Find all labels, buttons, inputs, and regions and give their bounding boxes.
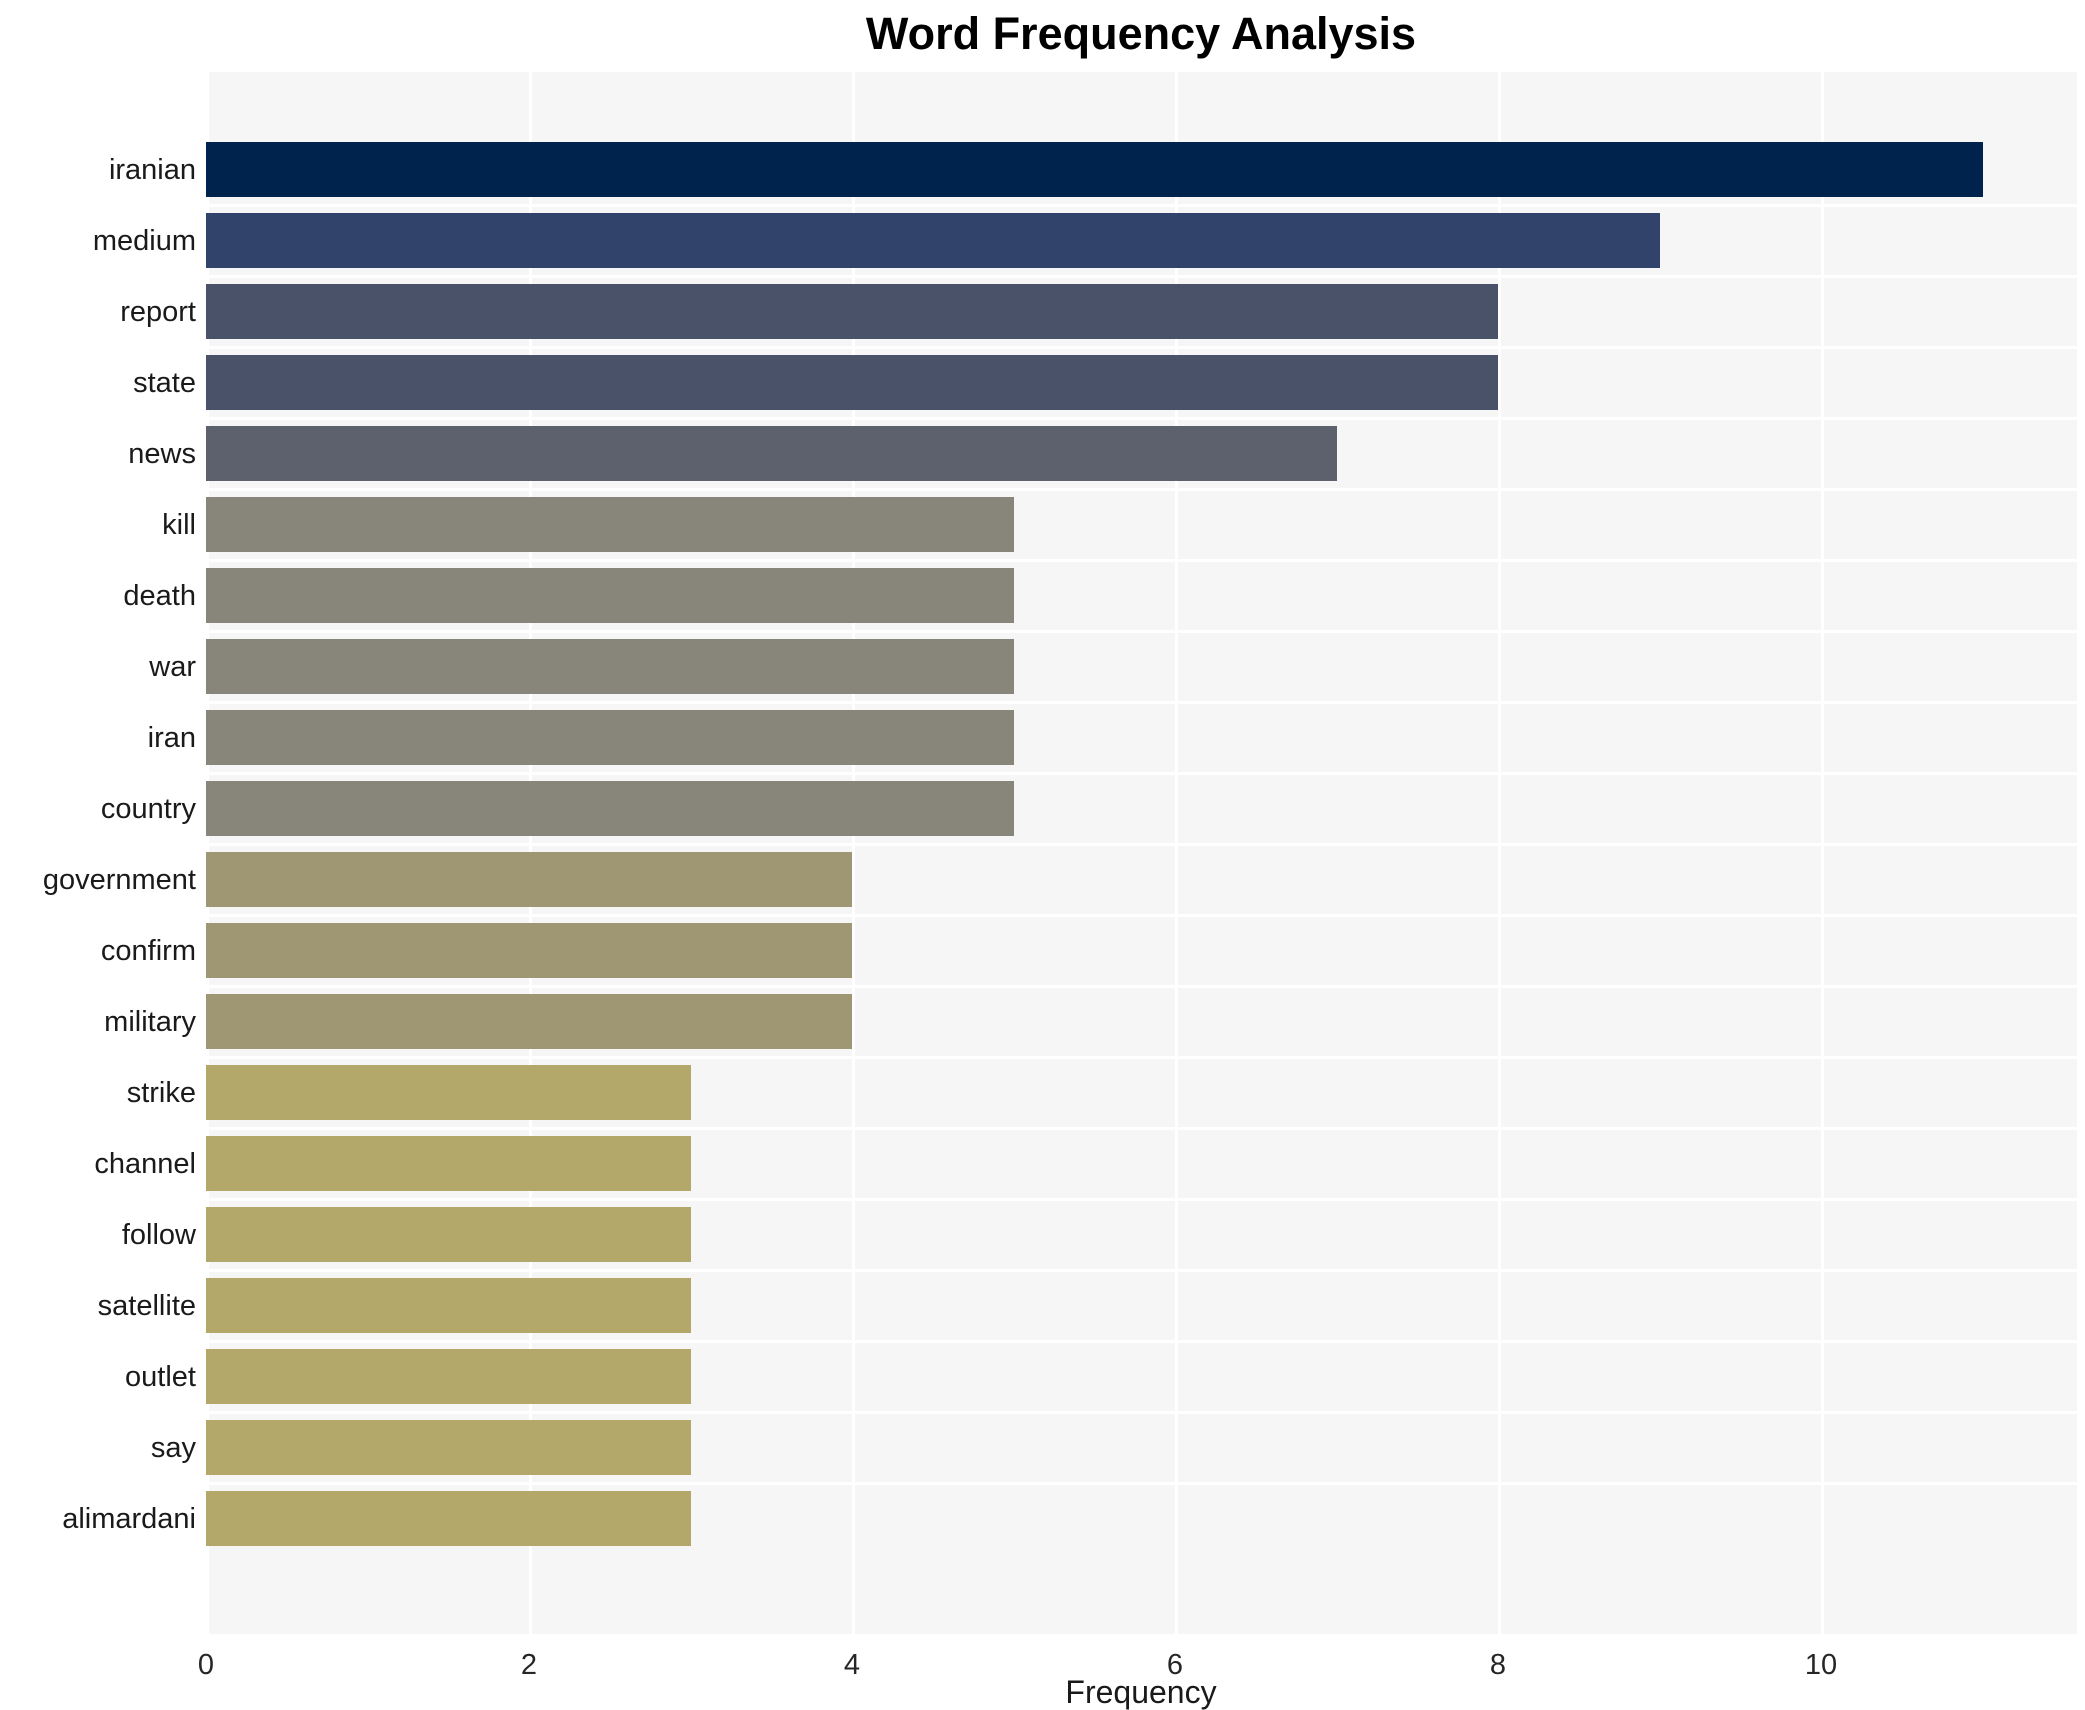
gridline-x-8 [1498,72,1501,1634]
y-label-iran: iran [147,721,196,754]
plot-area [206,72,2077,1634]
gridline-row-11 [206,914,2077,917]
y-label-report: report [120,295,196,328]
bar-state [206,355,1498,410]
bar-death [206,568,1014,623]
bar-government [206,852,852,907]
y-label-satellite: satellite [97,1289,196,1322]
y-label-alimardani: alimardani [62,1502,196,1535]
bar-iran [206,710,1014,765]
gridline-row-6 [206,559,2077,562]
x-tick-label-10: 10 [1804,1649,1838,1681]
y-label-medium: medium [92,224,196,257]
gridline-row-14 [206,1127,2077,1130]
y-label-kill: kill [162,508,196,541]
y-label-death: death [123,579,196,612]
x-axis-title: Frequency [1065,1674,1217,1710]
bar-military [206,994,852,1049]
y-label-iranian: iranian [108,153,196,186]
chart-title: Word Frequency Analysis [865,8,1417,59]
y-label-war: war [149,650,196,683]
bar-strike [206,1065,691,1120]
bar-medium [206,213,1660,268]
bar-alimardani [206,1491,691,1546]
y-label-state: state [133,366,196,399]
gridline-row-8 [206,701,2077,704]
gridline-row-18 [206,1411,2077,1414]
bar-confirm [206,923,852,978]
bar-channel [206,1136,691,1191]
y-label-channel: channel [94,1147,196,1180]
y-label-say: say [150,1431,196,1464]
bar-follow [206,1207,691,1262]
bar-say [206,1420,691,1475]
gridline-row-10 [206,843,2077,846]
y-label-follow: follow [121,1218,196,1251]
bar-country [206,781,1014,836]
bar-war [206,639,1014,694]
gridline-row-5 [206,488,2077,491]
y-label-confirm: confirm [100,934,196,967]
x-tick-label-0: 0 [197,1649,215,1681]
bar-outlet [206,1349,691,1404]
gridline-row-17 [206,1340,2077,1343]
y-label-news: news [128,437,196,470]
gridline-row-7 [206,630,2077,633]
gridline-row-3 [206,346,2077,349]
x-tick-label-8: 8 [1489,1649,1507,1681]
y-label-government: government [42,863,196,896]
gridline-row-19 [206,1482,2077,1485]
x-tick-label-2: 2 [520,1649,538,1681]
bar-report [206,284,1498,339]
gridline-row-12 [206,985,2077,988]
y-label-outlet: outlet [125,1360,196,1393]
bar-news [206,426,1337,481]
y-label-country: country [100,792,196,825]
gridline-x-6 [1175,72,1178,1634]
y-label-military: military [104,1005,196,1038]
gridline-row-1 [206,204,2077,207]
gridline-x-10 [1821,72,1824,1634]
gridline-x-4 [852,72,855,1634]
x-tick-label-4: 4 [843,1649,861,1681]
bar-iranian [206,142,1983,197]
bar-kill [206,497,1014,552]
gridline-row-4 [206,417,2077,420]
gridline-row-2 [206,275,2077,278]
gridline-row-9 [206,772,2077,775]
gridline-row-15 [206,1198,2077,1201]
gridline-row-13 [206,1056,2077,1059]
bar-satellite [206,1278,691,1333]
x-tick-label-6: 6 [1166,1649,1184,1681]
y-label-strike: strike [126,1076,196,1109]
gridline-row-16 [206,1269,2077,1272]
